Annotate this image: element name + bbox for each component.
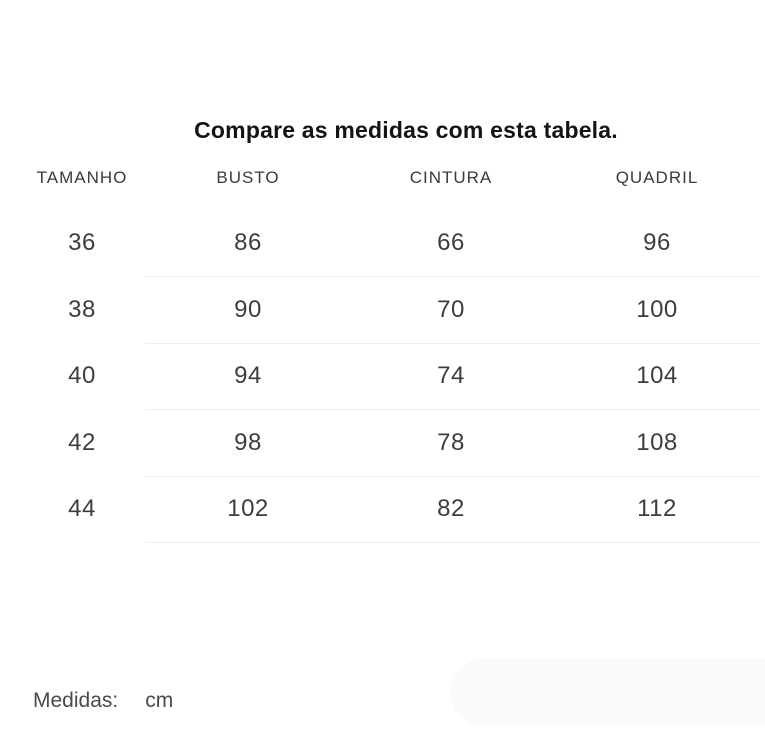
size-cell: 36 bbox=[68, 229, 96, 256]
header-cell-quadril: QUADRIL bbox=[615, 168, 699, 187]
measurements-note: Medidas: cm bbox=[33, 688, 173, 714]
table-row: 38 90 70 100 bbox=[0, 296, 744, 324]
hip-cell: 96 bbox=[643, 229, 671, 256]
hip-cell: 100 bbox=[636, 296, 678, 323]
bust-cell: 98 bbox=[234, 429, 262, 456]
header-cell-cintura: CINTURA bbox=[409, 168, 493, 187]
bust-cell: 86 bbox=[234, 229, 262, 256]
row-divider bbox=[145, 276, 760, 277]
hip-cell: 112 bbox=[637, 495, 677, 522]
waist-cell: 66 bbox=[437, 229, 465, 256]
waist-cell: 74 bbox=[437, 362, 465, 389]
table-row: 36 86 66 96 bbox=[0, 229, 744, 257]
waist-cell: 82 bbox=[437, 495, 465, 522]
row-divider bbox=[145, 476, 760, 477]
bust-cell: 90 bbox=[234, 296, 262, 323]
measurements-label: Medidas: bbox=[33, 689, 119, 712]
page-title: Compare as medidas com esta tabela. bbox=[194, 117, 618, 143]
table-header-row: TAMANHO BUSTO CINTURA QUADRIL bbox=[0, 164, 744, 192]
hip-cell: 104 bbox=[636, 362, 678, 389]
hip-cell: 108 bbox=[636, 429, 678, 456]
row-divider bbox=[145, 542, 760, 543]
size-cell: 38 bbox=[68, 296, 96, 323]
table-row: 40 94 74 104 bbox=[0, 362, 744, 390]
measurements-unit: cm bbox=[145, 689, 174, 712]
rounded-background-shape bbox=[451, 658, 765, 727]
waist-cell: 78 bbox=[437, 429, 465, 456]
size-cell: 40 bbox=[68, 362, 96, 389]
table-row: 42 98 78 108 bbox=[0, 429, 744, 457]
size-cell: 42 bbox=[68, 429, 96, 456]
header-cell-busto: BUSTO bbox=[216, 168, 280, 187]
header-cell-tamanho: TAMANHO bbox=[36, 168, 128, 187]
table-row: 44 102 82 112 bbox=[0, 495, 744, 523]
bust-cell: 94 bbox=[234, 362, 262, 389]
size-cell: 44 bbox=[68, 495, 96, 522]
row-divider bbox=[145, 409, 760, 410]
waist-cell: 70 bbox=[437, 296, 465, 323]
row-divider bbox=[145, 343, 760, 344]
bust-cell: 102 bbox=[227, 495, 269, 522]
